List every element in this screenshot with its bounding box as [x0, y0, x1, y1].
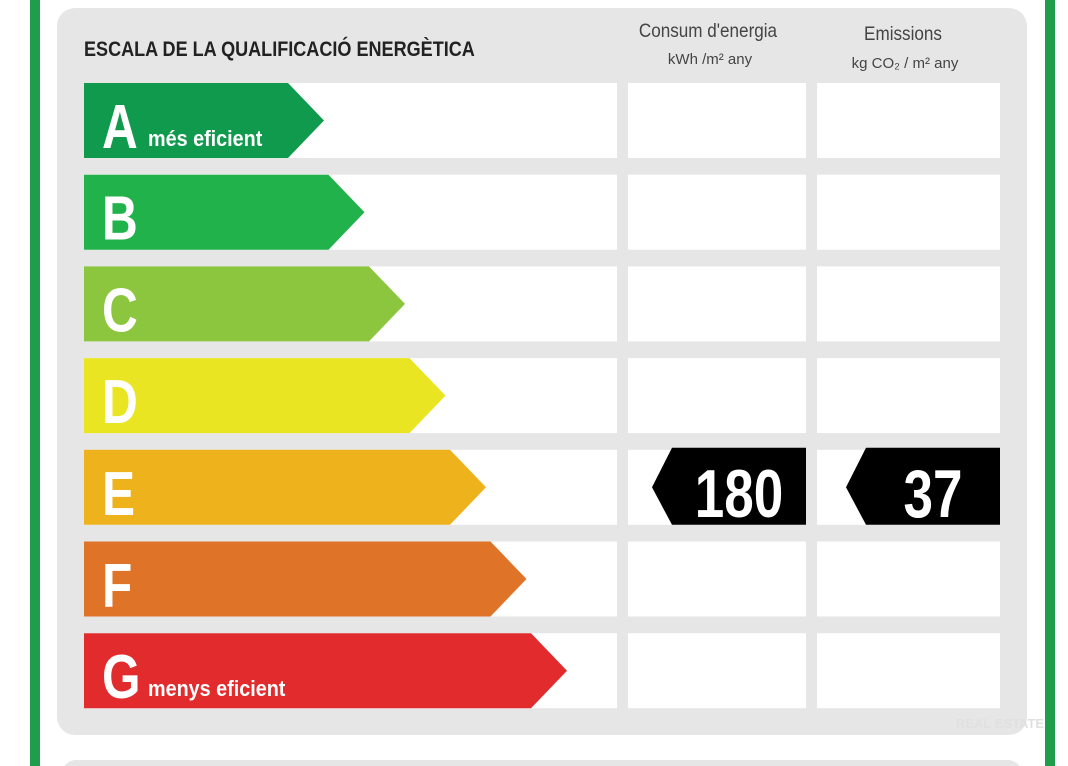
cell: [817, 541, 1000, 617]
value: 180: [695, 455, 783, 531]
cell: [817, 633, 1000, 709]
rating-arrow: [84, 358, 446, 434]
cell: [628, 266, 806, 342]
watermark: REAL ESTATE: [956, 716, 1044, 731]
cell: [628, 174, 806, 250]
cell: [628, 358, 806, 434]
rating-arrow: [84, 541, 527, 617]
cell: [817, 358, 1000, 434]
value-badge: [652, 447, 806, 525]
panel: [64, 760, 1020, 766]
title: ESCALA DE LA QUALIFICACIÓ ENERGÈTICA: [84, 36, 475, 62]
column-title: Emissions: [864, 23, 942, 44]
cell: [628, 83, 806, 158]
rating-label: més eficient: [148, 127, 262, 151]
rating-letter: G: [102, 642, 141, 712]
rating-arrow: [84, 449, 486, 525]
cell: [628, 541, 806, 617]
cell: [628, 633, 806, 709]
rating-letter: F: [102, 550, 132, 620]
rating-letter: E: [102, 458, 135, 528]
rating-arrow: [84, 633, 567, 709]
rating-letter: C: [102, 275, 138, 345]
rating-letter: D: [102, 367, 138, 437]
cell: [817, 83, 1000, 158]
rating-arrow: [84, 83, 324, 158]
column-title: Consum d'energia: [639, 20, 778, 41]
rating-arrow: [84, 174, 365, 250]
rating-label: menys eficient: [148, 677, 285, 701]
value-badge: [846, 447, 1000, 525]
cell: [817, 266, 1000, 342]
rating-letter: B: [102, 183, 138, 253]
green-border: [30, 0, 40, 766]
cell: [817, 174, 1000, 250]
column-unit: kWh /m² any: [668, 51, 753, 68]
rating-arrow: [84, 266, 405, 342]
column-unit: kg CO₂ / m² any: [852, 55, 959, 72]
green-border: [1045, 0, 1055, 766]
rating-letter: A: [102, 92, 138, 162]
value: 37: [904, 455, 963, 531]
